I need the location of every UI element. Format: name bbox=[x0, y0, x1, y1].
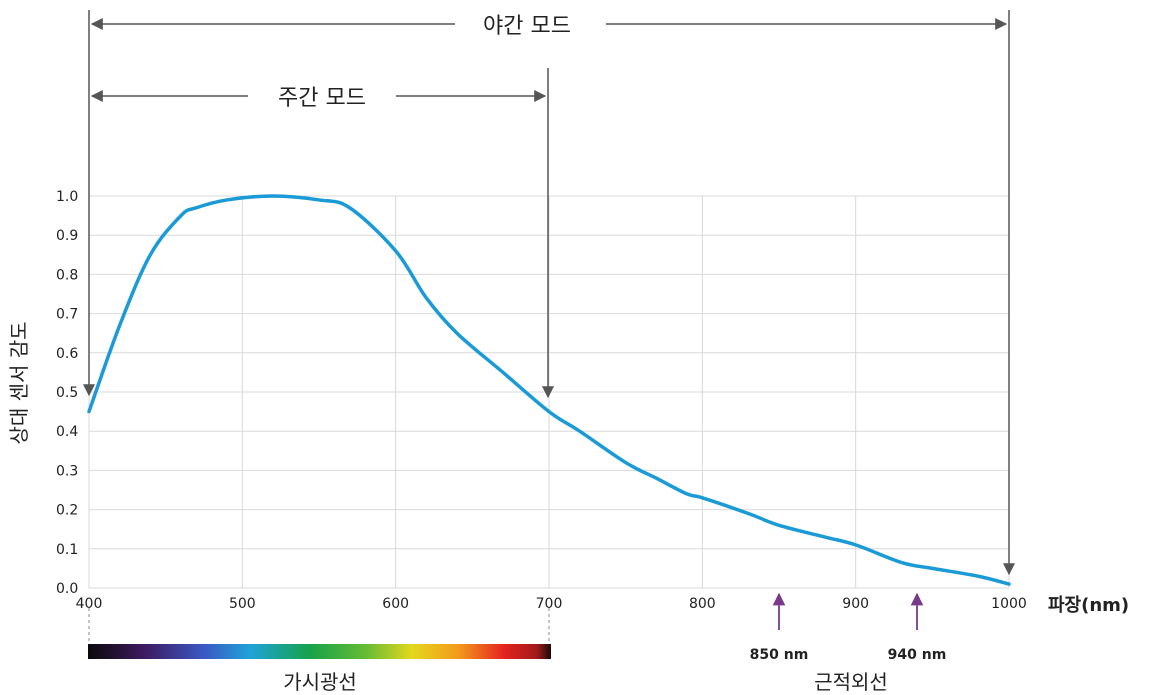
x-tick-label: 500 bbox=[229, 596, 256, 612]
x-axis-title: 파장(nm) bbox=[1048, 595, 1129, 616]
wavelength-markers: 850 nm 940 nm bbox=[750, 592, 947, 663]
x-tick-label: 600 bbox=[382, 596, 409, 612]
visible-spectrum-bar bbox=[88, 644, 551, 659]
y-tick-label: 0.3 bbox=[56, 463, 78, 479]
y-tick-label: 0.6 bbox=[56, 346, 78, 362]
y-tick-label: 0.8 bbox=[56, 267, 78, 283]
y-tick-label: 0.2 bbox=[56, 503, 78, 519]
night-mode-label: 야간 모드 bbox=[483, 14, 571, 39]
x-tick-label: 700 bbox=[536, 596, 563, 612]
y-tick-label: 0.1 bbox=[56, 542, 78, 558]
x-tick-label: 900 bbox=[842, 596, 869, 612]
y-axis-ticks: 0.0 0.1 0.2 0.3 0.4 0.5 0.6 0.7 0.8 0.9 1.0 bbox=[56, 189, 78, 597]
y-tick-label: 0.9 bbox=[56, 228, 78, 244]
y-tick-label: 0.7 bbox=[56, 307, 78, 323]
x-tick-label: 1000 bbox=[991, 596, 1027, 612]
marker-label: 940 nm bbox=[888, 647, 947, 663]
day-mode-label: 주간 모드 bbox=[278, 86, 366, 111]
marker-label: 850 nm bbox=[750, 647, 809, 663]
grid bbox=[88, 195, 1010, 589]
x-tick-label: 800 bbox=[689, 596, 716, 612]
series-line bbox=[87, 194, 1011, 586]
near-infrared-label: 근적외선 bbox=[814, 670, 888, 694]
y-axis-title: 상대 센서 감도 bbox=[7, 321, 31, 444]
y-tick-label: 0.0 bbox=[56, 581, 78, 597]
y-tick-label: 1.0 bbox=[56, 189, 78, 205]
x-tick-label: 400 bbox=[76, 596, 103, 612]
x-axis-ticks: 400 500 600 700 800 900 1000 bbox=[76, 596, 1027, 612]
y-tick-label: 0.4 bbox=[56, 424, 78, 440]
y-tick-label: 0.5 bbox=[56, 385, 78, 401]
visible-light-label: 가시광선 bbox=[283, 670, 357, 694]
